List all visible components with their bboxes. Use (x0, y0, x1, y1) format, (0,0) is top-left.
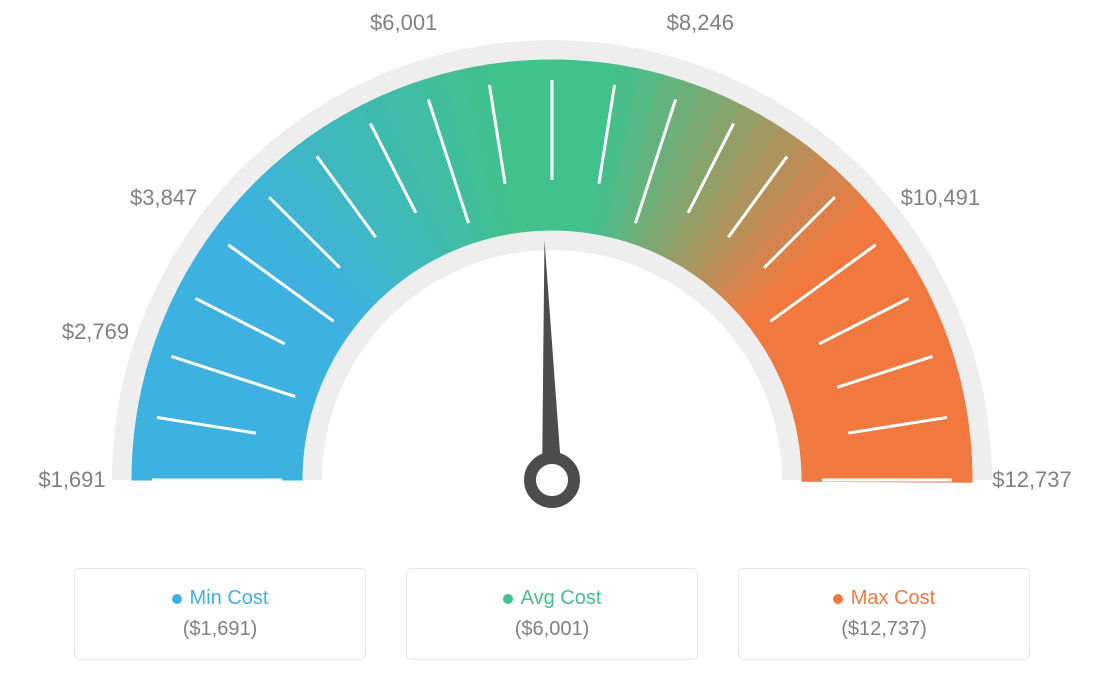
gauge-needle (542, 240, 562, 480)
gauge-svg (0, 0, 1104, 540)
legend-avg-title: Avg Cost (503, 587, 602, 610)
gauge-area: $1,691 $2,769 $3,847 $6,001 $8,246 $10,491 $12… (0, 0, 1104, 540)
gauge-chart-container: $1,691 $2,769 $3,847 $6,001 $8,246 $10,491 $12… (0, 0, 1104, 690)
legend-max-value: ($12,737) (841, 618, 927, 641)
legend-min-value: ($1,691) (183, 618, 258, 641)
gauge-tick-label: $12,737 (992, 467, 1072, 493)
dot-icon (833, 594, 843, 604)
legend-avg: Avg Cost ($6,001) (406, 568, 698, 660)
gauge-hub (530, 458, 574, 502)
legend-avg-value: ($6,001) (515, 618, 590, 641)
gauge-tick-label: $1,691 (38, 467, 105, 493)
gauge-tick-label: $2,769 (62, 319, 129, 345)
legend-max-title: Max Cost (833, 587, 935, 610)
legend-max-label: Max Cost (851, 587, 935, 610)
dot-icon (172, 594, 182, 604)
gauge-tick-label: $8,246 (667, 10, 734, 36)
legend-avg-label: Avg Cost (521, 587, 602, 610)
gauge-tick-label: $3,847 (130, 185, 197, 211)
legend-max: Max Cost ($12,737) (738, 568, 1030, 660)
legend-min-title: Min Cost (172, 587, 269, 610)
gauge-tick-label: $6,001 (370, 10, 437, 36)
dot-icon (503, 594, 513, 604)
legend-min-label: Min Cost (190, 587, 269, 610)
legend-row: Min Cost ($1,691) Avg Cost ($6,001) Max … (0, 568, 1104, 660)
gauge-tick-label: $10,491 (901, 185, 981, 211)
legend-min: Min Cost ($1,691) (74, 568, 366, 660)
